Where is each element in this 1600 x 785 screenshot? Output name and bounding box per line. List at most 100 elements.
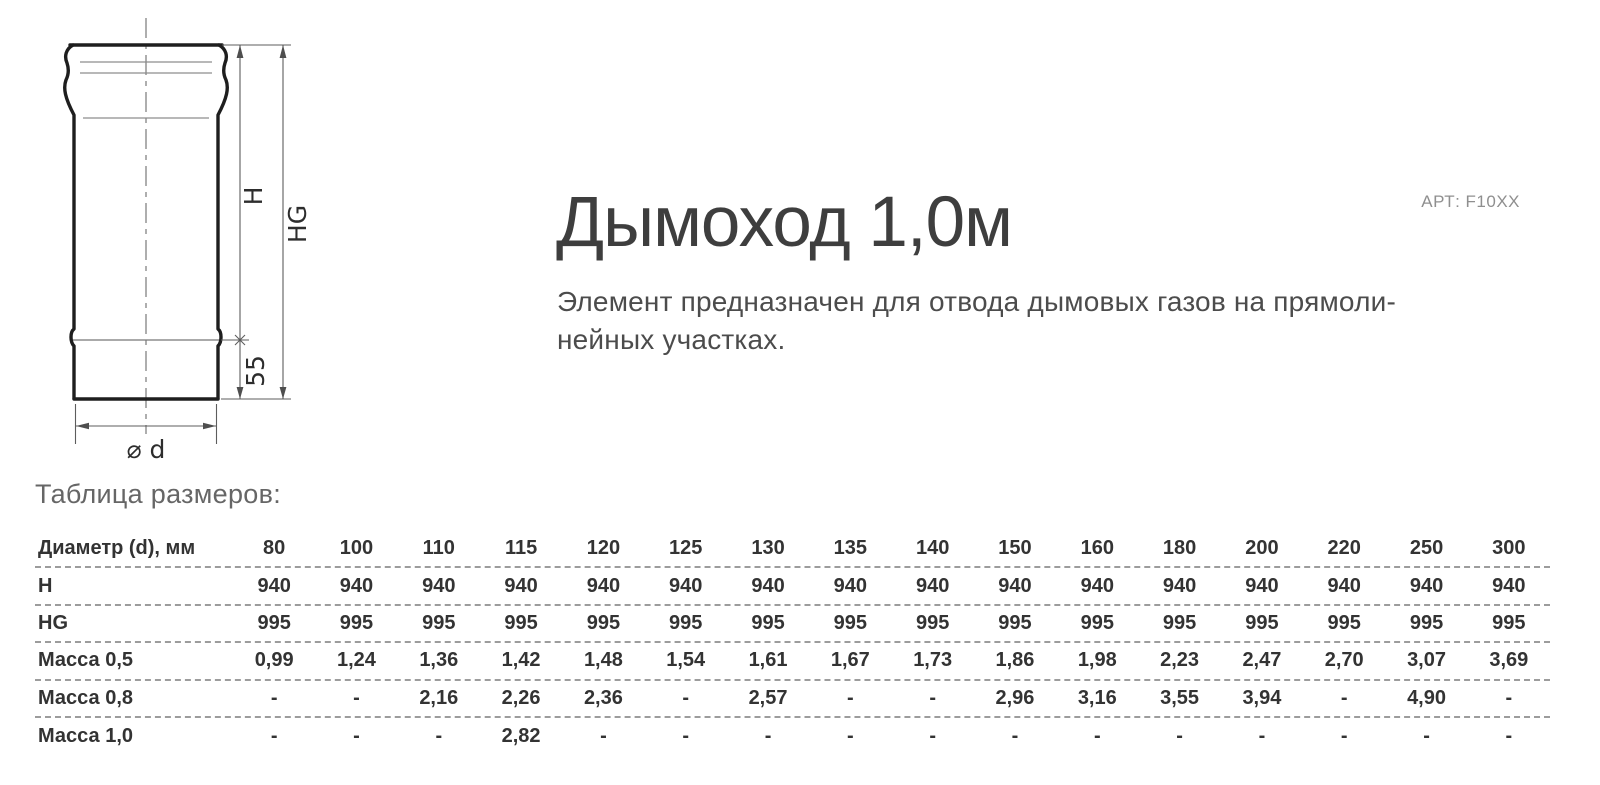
table-cell: - [1505, 725, 1513, 748]
table-cell: 995 [257, 611, 291, 634]
table-cell: 1,36 [419, 649, 459, 672]
table-cell: - [435, 725, 443, 748]
table-cell: - [847, 686, 854, 709]
table-row: Масса 0,8 - - 2,16 2,26 2,36 - 2,57 - - 2,96 3,16 3,… [35, 681, 1550, 718]
column-header: 160 [1080, 537, 1114, 560]
table-cell: - [1505, 686, 1513, 709]
table-row: HG 995 995 995 995 995 995 995 995 995 995 995 995 99… [35, 606, 1550, 644]
table-cell: 995 [751, 611, 785, 634]
table-cell: 3,55 [1160, 686, 1200, 709]
table-cell: - [600, 725, 607, 748]
column-header: 125 [669, 537, 703, 560]
table-cell: 940 [669, 574, 703, 597]
table-cell: 995 [339, 611, 374, 634]
dimension-diameter: ⌀ d [76, 422, 216, 464]
column-header: 140 [915, 537, 950, 560]
table-cell: - [270, 725, 278, 748]
table-cell: - [682, 686, 690, 709]
dimension-55: 55 [236, 340, 270, 399]
table-cell: 940 [915, 574, 950, 597]
table-cell: 940 [1245, 574, 1279, 597]
table-cell: 995 [1080, 611, 1114, 634]
table-cell: - [1176, 725, 1183, 748]
table-cell: 940 [833, 574, 868, 597]
table-caption: Таблица размеров: [35, 479, 282, 509]
table-cell: 940 [998, 574, 1032, 597]
column-header: 130 [751, 537, 785, 560]
table-row: Диаметр (d), мм 80 100 110 115 120 125 130 135 14… [35, 531, 1550, 569]
table-cell: 940 [504, 574, 538, 597]
table-cell: - [353, 725, 360, 748]
table-cell: 2,82 [501, 725, 541, 748]
table-cell: - [847, 725, 854, 748]
row-label: Масса 1,0 [38, 725, 133, 748]
product-description: Элемент предназначен для отвода дымовых … [557, 283, 1396, 359]
table-cell: 2,36 [583, 686, 623, 709]
column-header: 300 [1492, 537, 1526, 560]
table-cell: - [764, 725, 772, 748]
table-cell: 2,47 [1242, 649, 1282, 672]
table-row: Масса 0,5 0,99 1,24 1,36 1,42 1,48 1,54 1,61 1,6… [35, 643, 1550, 681]
column-header: 150 [998, 537, 1032, 560]
pipe-outline [63, 43, 230, 401]
table-cell: 940 [422, 574, 456, 597]
table-cell: 995 [1409, 611, 1444, 634]
table-cell: - [1340, 686, 1348, 709]
column-header: 80 [263, 537, 286, 560]
table-cell: 1,54 [666, 649, 706, 672]
column-header: 220 [1327, 537, 1361, 560]
table-cell: 1,73 [913, 649, 953, 672]
table-cell: 1,86 [995, 649, 1035, 672]
page-title: Дымоход 1,0м [556, 183, 1013, 262]
table-cell: 940 [1080, 574, 1114, 597]
table-cell: 3,94 [1242, 686, 1282, 709]
table-cell: 995 [998, 611, 1032, 634]
column-header: 250 [1409, 537, 1444, 560]
dim-label-hg: HG [283, 205, 312, 243]
table-cell: - [1258, 725, 1266, 748]
table-cell: 940 [339, 574, 374, 597]
table-cell: 995 [1327, 611, 1361, 634]
row-label: Масса 0,8 [38, 686, 133, 709]
table-cell: 0,99 [254, 649, 294, 672]
table-cell: 940 [1492, 574, 1526, 597]
column-header: 200 [1245, 537, 1279, 560]
table-cell: 3,69 [1489, 649, 1529, 672]
socket-crimp-lines [80, 61, 212, 119]
table-cell: 995 [833, 611, 868, 634]
description-line-1: Элемент предназначен для отвода дымовых … [557, 286, 1396, 317]
table-cell: 940 [257, 574, 291, 597]
table-cell: 1,61 [748, 649, 788, 672]
column-header: 120 [586, 537, 621, 560]
table-cell: - [929, 686, 936, 709]
dimension-hg: HG [279, 45, 312, 399]
row-label: Масса 0,5 [38, 649, 133, 672]
table-cell: - [682, 725, 690, 748]
table-cell: - [1093, 725, 1101, 748]
table-cell: 995 [1162, 611, 1197, 634]
table-cell: - [929, 725, 936, 748]
dim-label-h: H [239, 187, 268, 206]
table-cell: 1,67 [830, 649, 870, 672]
row-label: Диаметр (d), мм [38, 537, 196, 560]
table-cell: 2,26 [501, 686, 541, 709]
table-cell: 995 [422, 611, 456, 634]
table-cell: 2,16 [419, 686, 459, 709]
table-cell: 995 [1492, 611, 1526, 634]
table-row: Масса 1,0 - - - 2,82 - - - - - - - - - - - - [35, 718, 1550, 755]
table-cell: 995 [504, 611, 538, 634]
table-cell: 940 [1409, 574, 1444, 597]
table-cell: 1,48 [583, 649, 623, 672]
column-header: 180 [1162, 537, 1197, 560]
table-cell: 995 [586, 611, 621, 634]
column-header: 100 [339, 537, 374, 560]
row-label: HG [38, 611, 68, 634]
table-cell: 3,16 [1077, 686, 1117, 709]
pipe-technical-drawing: H 55 HG ⌀ d [63, 18, 312, 464]
dimension-h: H [234, 45, 268, 346]
column-header: 110 [422, 537, 455, 560]
dim-label-55: 55 [241, 355, 270, 387]
table-cell: 995 [915, 611, 950, 634]
table-cell: - [1340, 725, 1348, 748]
